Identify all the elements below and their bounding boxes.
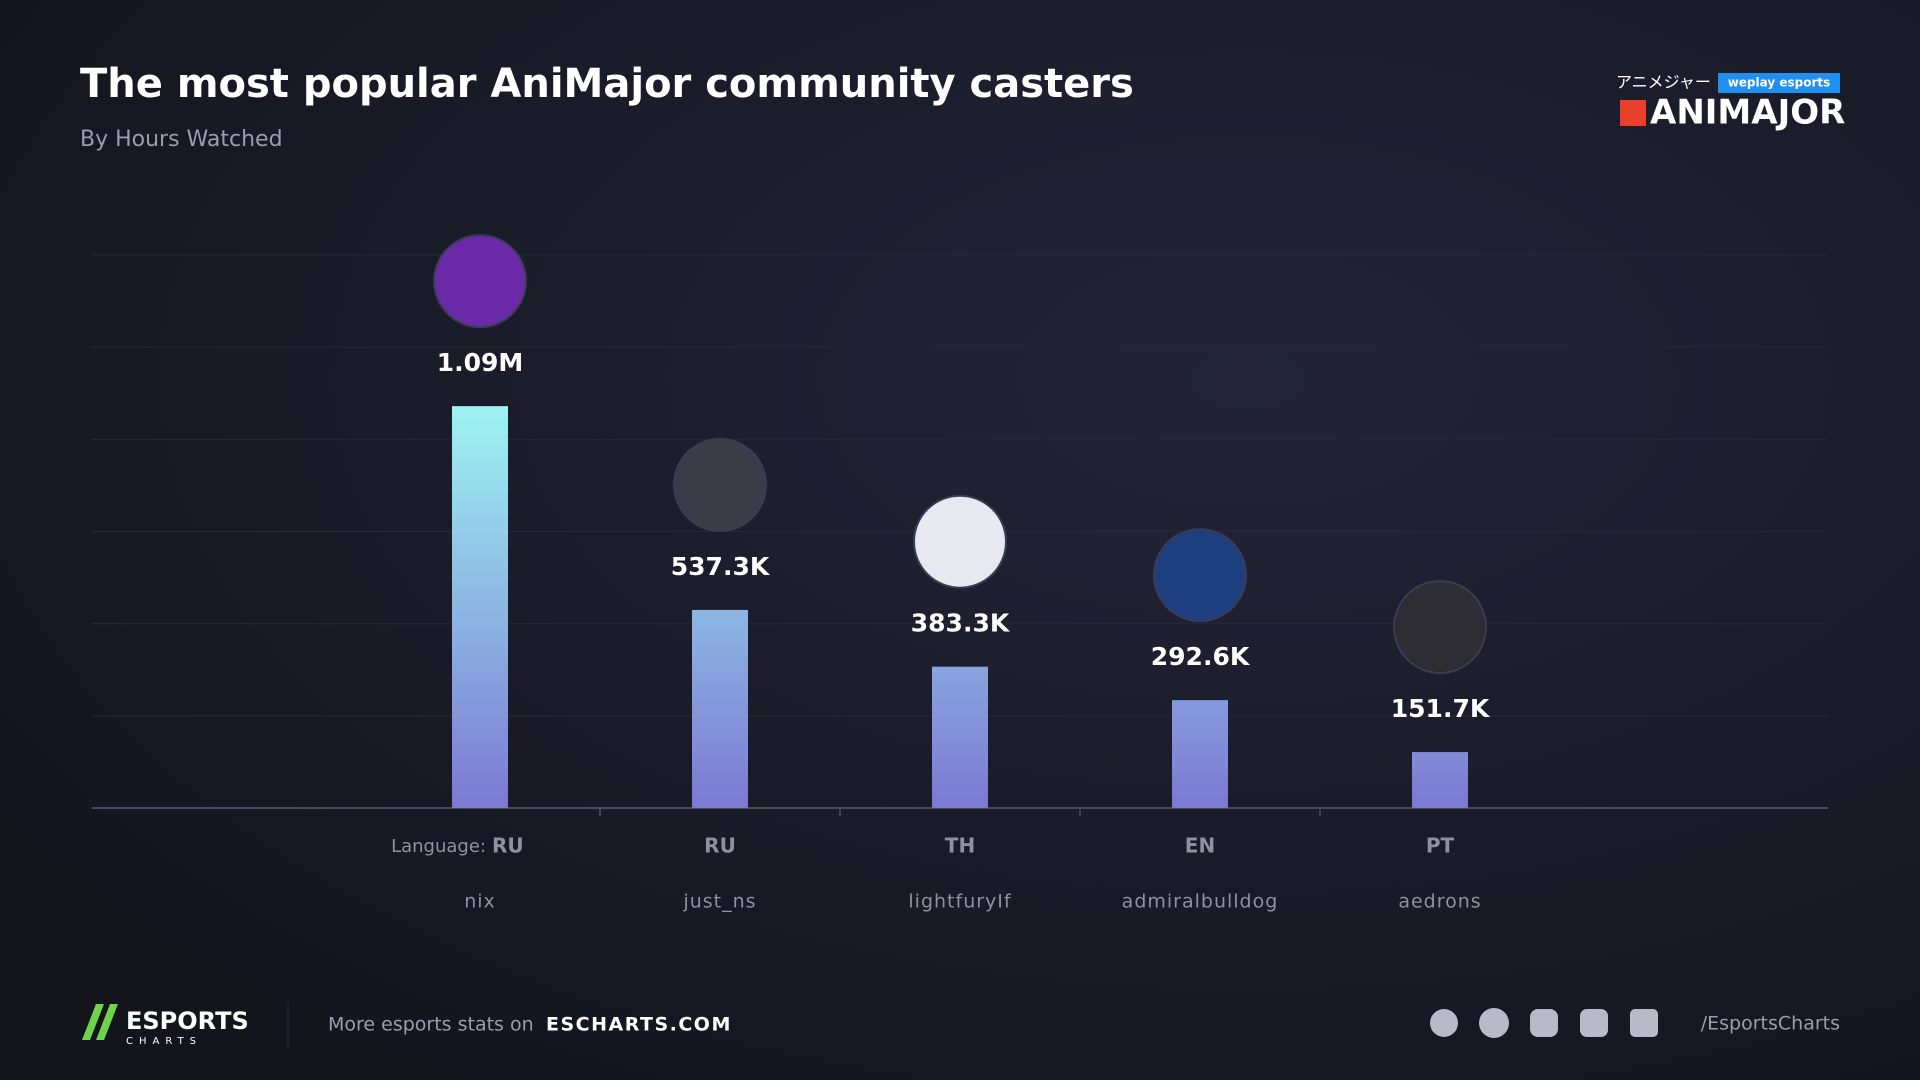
avatar	[1393, 580, 1487, 675]
language: TH	[945, 834, 975, 858]
value-label: 537.3K	[671, 552, 771, 581]
avatar	[433, 234, 527, 329]
dota-logo	[1620, 100, 1646, 126]
instagram-icon	[1530, 1009, 1558, 1037]
avatar	[673, 437, 767, 532]
footer-more: More esports stats on	[328, 1014, 534, 1036]
value-label: 151.7K	[1391, 694, 1491, 723]
language-prefix: Language:	[391, 836, 486, 857]
avatar	[1153, 528, 1247, 623]
vk-icon	[1580, 1009, 1608, 1037]
event-jp: アニメジャー	[1616, 73, 1711, 92]
bar	[1172, 700, 1228, 808]
twitter-icon	[1430, 1009, 1458, 1037]
social-icons	[1430, 1008, 1658, 1038]
x-tick-label: admiralbulldog	[1122, 891, 1279, 913]
event-name: ANIMAJOR	[1650, 93, 1845, 133]
footer-handle: /EsportsCharts	[1701, 1013, 1840, 1035]
brand: ESPORTS	[126, 1007, 249, 1035]
organizer-badge	[1718, 73, 1840, 93]
bar	[452, 406, 508, 808]
x-tick-label: nix	[464, 891, 496, 913]
organizer: weplay esports	[1728, 76, 1831, 90]
brand-logo	[82, 1004, 118, 1040]
language: RU	[492, 834, 524, 858]
value-label: 1.09M	[437, 348, 524, 377]
bar	[932, 666, 988, 808]
footer-site: ESCHARTS.COM	[546, 1014, 732, 1036]
linkedin-icon	[1630, 1009, 1658, 1037]
x-tick-label: lightfuryIf	[908, 891, 1012, 913]
chart-title: The most popular AniMajor community cast…	[80, 61, 1134, 107]
avatar	[913, 494, 1007, 589]
language: EN	[1185, 834, 1215, 858]
x-tick-label: just_ns	[682, 891, 756, 913]
bar	[1412, 752, 1468, 808]
chart-subtitle: By Hours Watched	[80, 127, 283, 152]
language: PT	[1426, 834, 1455, 858]
facebook-icon	[1479, 1008, 1509, 1038]
bar	[692, 609, 748, 808]
value-label: 383.3K	[911, 609, 1011, 638]
brand-sub: CHARTS	[126, 1036, 202, 1047]
value-label: 292.6K	[1151, 642, 1251, 671]
x-tick-label: aedrons	[1398, 891, 1481, 913]
language: RU	[704, 834, 736, 858]
